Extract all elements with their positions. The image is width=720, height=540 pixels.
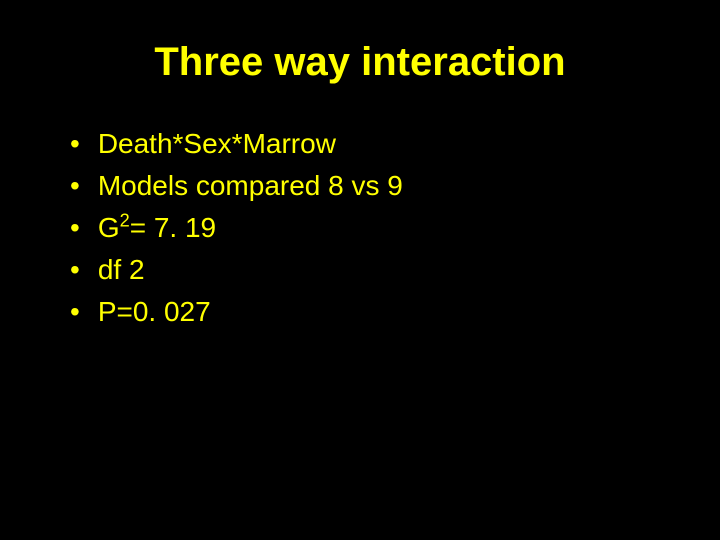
list-item: • Models compared 8 vs 9 — [70, 165, 670, 207]
slide-container: Three way interaction • Death*Sex*Marrow… — [0, 0, 720, 540]
bullet-icon: • — [70, 249, 80, 291]
bullet-text: P=0. 027 — [98, 291, 670, 333]
bullet-list: • Death*Sex*Marrow • Models compared 8 v… — [50, 123, 670, 333]
list-item: • G2= 7. 19 — [70, 207, 670, 249]
list-item: • df 2 — [70, 249, 670, 291]
list-item: • P=0. 027 — [70, 291, 670, 333]
bullet-text: Death*Sex*Marrow — [98, 123, 670, 165]
bullet-text: G2= 7. 19 — [98, 207, 670, 249]
bullet-icon: • — [70, 291, 80, 333]
bullet-text: Models compared 8 vs 9 — [98, 165, 670, 207]
bullet-text: df 2 — [98, 249, 670, 291]
bullet-icon: • — [70, 165, 80, 207]
list-item: • Death*Sex*Marrow — [70, 123, 670, 165]
slide-title: Three way interaction — [50, 40, 670, 85]
bullet-icon: • — [70, 123, 80, 165]
bullet-icon: • — [70, 207, 80, 249]
